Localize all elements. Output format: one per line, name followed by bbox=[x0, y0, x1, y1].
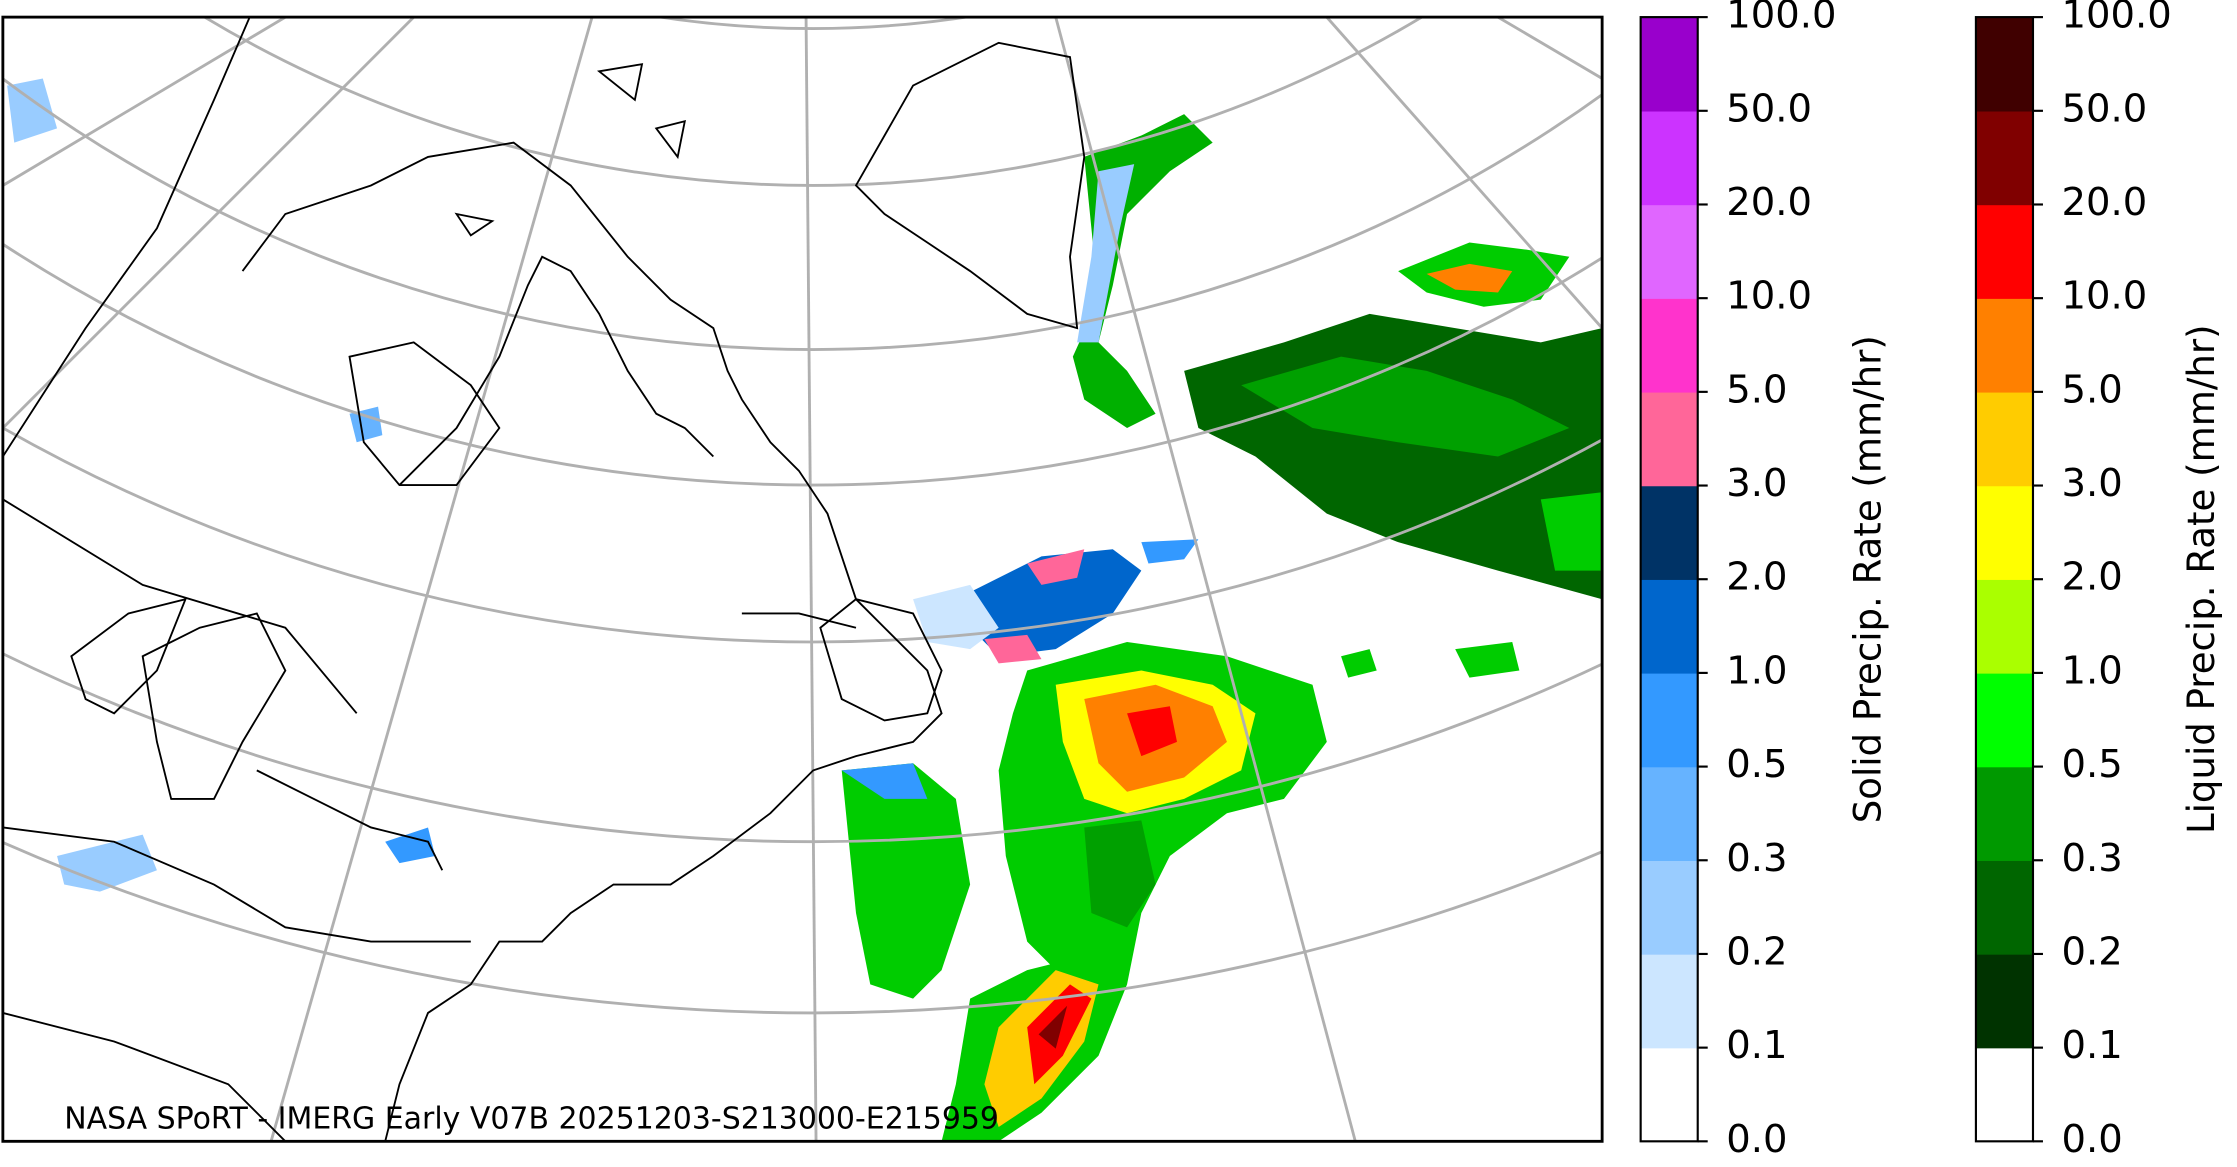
colorbar-segment bbox=[1640, 204, 1698, 299]
colorbar-tick-label: 0.1 bbox=[2062, 1023, 2123, 1068]
colorbar-tick-label: 50.0 bbox=[2062, 86, 2148, 131]
colorbar-tick-label: 20.0 bbox=[2062, 180, 2148, 225]
colorbar-segment bbox=[1640, 579, 1698, 674]
colorbar-tick-label: 1.0 bbox=[2062, 648, 2123, 693]
colorbar-tick-label: 3.0 bbox=[1726, 461, 1787, 506]
colorbar-tick-label: 0.2 bbox=[1726, 929, 1787, 974]
colorbar-segment bbox=[1640, 766, 1698, 861]
map bbox=[2, 17, 1603, 1142]
colorbar-segment bbox=[1640, 672, 1698, 768]
colorbar-tick-label: 3.0 bbox=[2062, 461, 2123, 506]
colorbar-tick-label: 1.0 bbox=[1726, 648, 1787, 693]
colorbar-tick-label: 0.5 bbox=[1726, 742, 1787, 787]
colorbar-tick-label: 5.0 bbox=[1726, 367, 1787, 412]
coastlines bbox=[2, 17, 1086, 1142]
colorbar-segment bbox=[1975, 860, 2033, 955]
colorbar-tick-label: 0.0 bbox=[2062, 1117, 2123, 1162]
colorbar-tick-label: 0.0 bbox=[1726, 1117, 1787, 1162]
colorbar-segment bbox=[1640, 1047, 1698, 1143]
colorbar-tick-label: 10.0 bbox=[2062, 274, 2148, 319]
colorbar-tick-label: 0.3 bbox=[1726, 836, 1787, 881]
colorbar-tick-label: 2.0 bbox=[2062, 555, 2123, 600]
colorbar-tick-label: 0.5 bbox=[2062, 742, 2123, 787]
colorbars: 0.0 0.1 0.2 0.3 0.5 1.0 2.0 3.0 5.0 10.0 20.0 50.0 1… bbox=[1639, 0, 2223, 1162]
colorbar-segment bbox=[1975, 110, 2033, 206]
colorbar-segment bbox=[1975, 672, 2033, 768]
colorbar-tick-label: 5.0 bbox=[2062, 367, 2123, 412]
colorbar-segment bbox=[1640, 110, 1698, 206]
colorbar-segment bbox=[1640, 485, 1698, 580]
colorbar-title: Solid Precip. Rate (mm/hr) bbox=[1846, 335, 1889, 823]
colorbar-tick-label: 20.0 bbox=[1726, 180, 1812, 225]
graticule bbox=[2, 17, 1603, 1142]
colorbar-segment bbox=[1640, 391, 1698, 487]
colorbar-tick-label: 100.0 bbox=[1726, 0, 1836, 38]
caption: NASA SPoRT - IMERG Early V07B 20251203-S… bbox=[64, 1101, 999, 1136]
colorbar-segment bbox=[1975, 579, 2033, 674]
colorbar-segment bbox=[1975, 1047, 2033, 1143]
colorbar-segment bbox=[1975, 17, 2033, 112]
colorbar-tick-label: 50.0 bbox=[1726, 86, 1812, 131]
colorbar-segment bbox=[1640, 17, 1698, 112]
colorbar-segment bbox=[1975, 953, 2033, 1049]
colorbar-tick-label: 0.2 bbox=[2062, 929, 2123, 974]
colorbar-segment bbox=[1975, 298, 2033, 393]
colorbar-segment bbox=[1640, 298, 1698, 393]
colorbar-title: Liquid Precip. Rate (mm/hr) bbox=[2180, 324, 2223, 834]
map-frame bbox=[1, 15, 1604, 1143]
colorbar-tick-label: 0.1 bbox=[1726, 1023, 1787, 1068]
colorbar-segment bbox=[1975, 204, 2033, 299]
colorbar-tick-label: 10.0 bbox=[1726, 274, 1812, 319]
colorbar-tick-label: 2.0 bbox=[1726, 555, 1787, 600]
colorbar-segment bbox=[1640, 860, 1698, 955]
colorbar-segment bbox=[1975, 391, 2033, 487]
colorbar-segment bbox=[1975, 766, 2033, 861]
colorbar-tick-label: 0.3 bbox=[2062, 836, 2123, 881]
colorbar-segment bbox=[1640, 953, 1698, 1049]
colorbar-tick-label: 100.0 bbox=[2062, 0, 2172, 38]
colorbar-segment bbox=[1975, 485, 2033, 580]
